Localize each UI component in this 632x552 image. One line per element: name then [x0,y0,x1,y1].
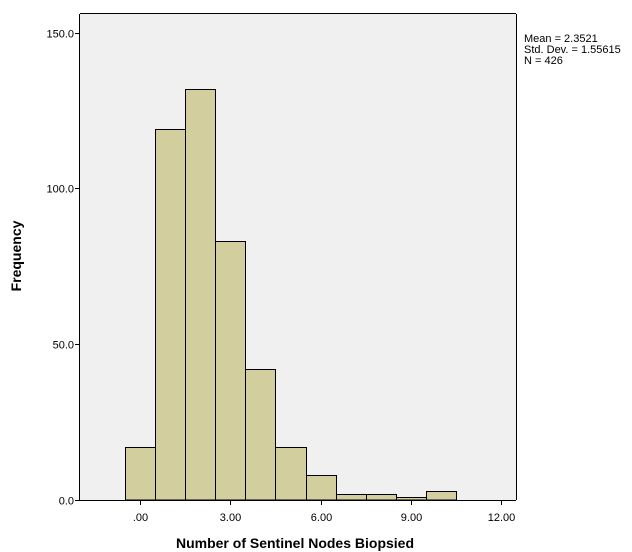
statistics-box: Mean = 2.3521 Std. Dev. = 1.55615 N = 42… [524,34,621,67]
histogram-bar [125,447,156,501]
histogram-bar [306,475,337,501]
x-tick-label: 12.00 [488,512,516,524]
x-tick-label: 6.00 [311,512,332,524]
stat-mean: Mean = 2.3521 [524,33,598,45]
x-tick-label: 9.00 [401,512,422,524]
x-axis-title: Number of Sentinel Nodes Biopsied [176,535,414,551]
y-ticks-group: 0.0 50.0 100.0 150.0 [46,29,80,508]
histogram-bar [336,494,367,501]
histogram-bar [275,447,307,501]
x-tick-label: .00 [133,512,148,524]
bars-group [125,89,457,501]
histogram-bar [426,491,457,501]
histogram-bar [245,369,276,501]
histogram-bar [185,89,216,501]
y-tick-label: 0.0 [59,496,74,508]
x-tick-label: 3.00 [220,512,241,524]
histogram-bar [396,497,427,501]
x-ticks-group: .00 3.00 6.00 9.00 12.00 [133,500,515,524]
stat-n: N = 426 [524,55,563,67]
plot-area [80,14,516,500]
y-tick-label: 100.0 [46,184,74,196]
histogram-bar [366,494,397,501]
histogram-bar [215,241,246,501]
histogram-bar [155,129,186,501]
y-tick-label: 50.0 [53,340,74,352]
y-tick-label: 150.0 [46,29,74,41]
stat-std-dev: Std. Dev. = 1.55615 [524,44,621,56]
y-axis-title: Frequency [8,220,24,291]
